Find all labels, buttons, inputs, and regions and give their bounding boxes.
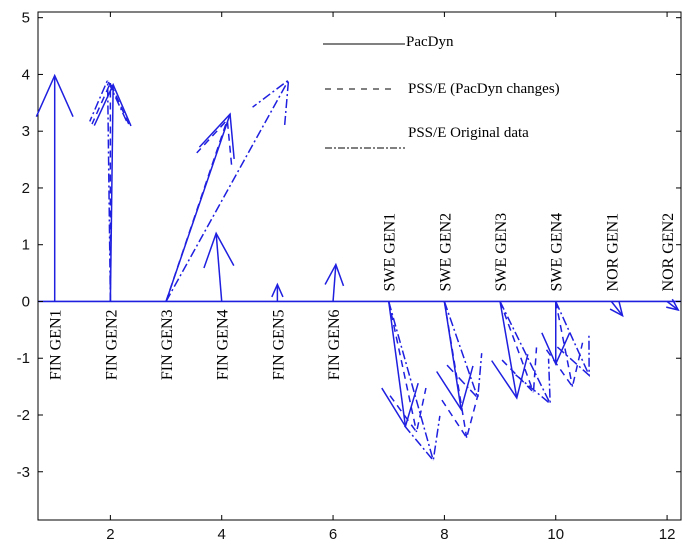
- generator-label: NOR GEN2: [660, 213, 677, 292]
- vector-arrowhead: [93, 82, 132, 127]
- vector-arrowhead: [196, 118, 233, 165]
- vector-arrowhead: [441, 393, 479, 440]
- vector-arrowhead: [545, 342, 584, 389]
- vector-line: [610, 301, 624, 317]
- x-ticks-group: 2 4 6 8 10 12: [106, 12, 675, 543]
- vector-arrowhead: [609, 301, 624, 318]
- vector-arrowhead: [203, 231, 235, 269]
- vector-line: [388, 301, 434, 461]
- vector-arrowhead: [198, 112, 235, 160]
- y-tick-label: -3: [17, 464, 30, 481]
- vector-line: [215, 233, 223, 302]
- y-tick-label: 5: [22, 10, 30, 27]
- generator-label: SWE GEN1: [382, 213, 399, 292]
- x-tick-label: 10: [547, 526, 564, 543]
- generator-label: FIN GEN2: [103, 309, 120, 380]
- vector-line: [499, 301, 551, 404]
- y-tick-label: 3: [22, 123, 30, 140]
- vector-line: [165, 119, 228, 302]
- vector-line: [555, 301, 590, 376]
- generator-label: NOR GEN1: [604, 213, 621, 292]
- vector-arrowhead: [403, 415, 441, 463]
- legend: PacDyn PSS/E (PacDyn changes) PSS/E Origin…: [323, 34, 560, 149]
- x-tick-label: 2: [106, 526, 114, 543]
- legend-label: PSS/E (PacDyn changes): [408, 81, 560, 97]
- plot-area-border: [37, 11, 682, 521]
- vector-arrowhead: [35, 73, 74, 117]
- generator-label: FIN GEN1: [48, 309, 65, 380]
- generator-label: SWE GEN2: [437, 213, 454, 292]
- series-dashdot: [89, 78, 590, 463]
- vector-arrowhead: [389, 387, 427, 434]
- generator-labels-group: FIN GEN1 FIN GEN2 FIN GEN3 FIN GEN4 FIN GEN5…: [48, 213, 677, 380]
- generator-label: FIN GEN5: [270, 309, 287, 380]
- y-ticks-group: -3 -2 -1 0 1 2 3 4 5: [17, 10, 681, 481]
- vector-line: [555, 301, 574, 387]
- series-solid: [35, 73, 680, 429]
- vector-line: [165, 79, 290, 302]
- plot-frame: [37, 11, 682, 521]
- generator-label: SWE GEN3: [493, 213, 510, 292]
- vector-line: [387, 301, 407, 427]
- y-tick-label: -1: [17, 350, 30, 367]
- vector-arrowhead: [436, 365, 474, 412]
- vector-line: [332, 264, 337, 302]
- vector-arrowhead: [91, 81, 130, 125]
- x-tick-label: 12: [659, 526, 676, 543]
- vector-arrowhead: [556, 332, 590, 377]
- vectors-group: [35, 73, 680, 463]
- series-dashed: [91, 81, 584, 440]
- vector-line: [499, 301, 535, 393]
- x-tick-label: 6: [329, 526, 337, 543]
- vector-arrowhead: [252, 78, 290, 126]
- generator-label: FIN GEN3: [159, 309, 176, 380]
- vector-line: [499, 301, 518, 399]
- vector-arrowhead: [491, 354, 529, 400]
- x-tick-label: 8: [440, 526, 448, 543]
- vector-arrowhead: [501, 347, 538, 395]
- generator-label: FIN GEN6: [326, 309, 343, 380]
- legend-label: PSS/E Original data: [408, 125, 529, 141]
- generator-label: FIN GEN4: [215, 309, 232, 380]
- vector-line: [387, 301, 418, 433]
- vector-line: [106, 80, 112, 302]
- y-tick-label: 0: [22, 293, 30, 310]
- vector-arrowhead: [446, 353, 483, 400]
- vector-arrowhead: [324, 262, 345, 287]
- y-tick-label: 2: [22, 180, 30, 197]
- vector-line: [443, 301, 479, 399]
- vector-arrowhead: [666, 298, 680, 312]
- legend-label: PacDyn: [406, 34, 454, 50]
- vector-arrowhead: [271, 282, 284, 298]
- vector-arrowhead: [515, 358, 551, 406]
- y-tick-label: -2: [17, 407, 30, 424]
- vector-line: [666, 300, 679, 311]
- generator-label: SWE GEN4: [549, 213, 566, 292]
- y-tick-label: 4: [22, 66, 30, 83]
- x-tick-label: 4: [218, 526, 226, 543]
- vector-arrowhead: [89, 78, 128, 122]
- y-tick-label: 1: [22, 237, 30, 254]
